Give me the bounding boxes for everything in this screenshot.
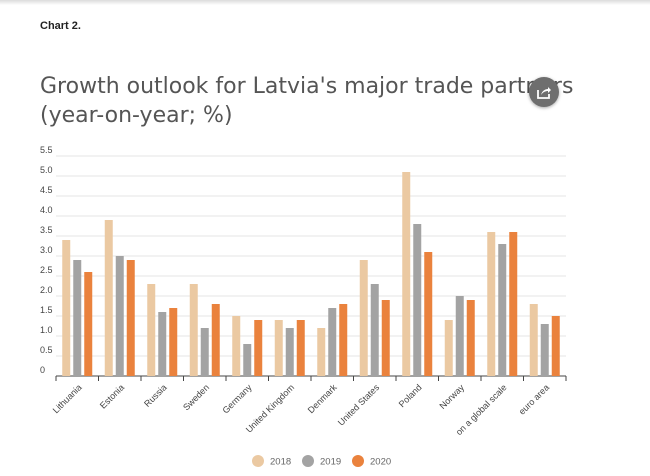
- y-tick-label: 4.5: [40, 185, 53, 195]
- bar-2020: [126, 260, 135, 376]
- x-tick-label: Norway: [438, 382, 467, 411]
- bar-2019: [328, 308, 337, 376]
- bar-2019: [243, 344, 252, 376]
- bar-2018: [147, 284, 156, 376]
- legend-label-2018: 2018: [270, 457, 291, 468]
- legend-marker-2018: [252, 455, 264, 467]
- legend-label-2020: 2020: [370, 457, 391, 468]
- bar-2018: [317, 328, 326, 376]
- bar-2018: [189, 284, 198, 376]
- bar-2019: [285, 328, 294, 376]
- x-tick-label: Germany: [220, 382, 254, 416]
- bar-2019: [413, 224, 422, 376]
- y-tick-label: 2.0: [40, 285, 53, 295]
- share-button[interactable]: [529, 77, 559, 107]
- bar-2020: [169, 308, 178, 376]
- y-tick-label: 1.5: [40, 305, 53, 315]
- bar-2019: [115, 256, 124, 376]
- x-tick-label: Poland: [397, 382, 424, 409]
- bar-2019: [455, 296, 464, 376]
- legend-marker-2019: [302, 455, 314, 467]
- bar-2020: [424, 252, 433, 376]
- bar-2018: [444, 320, 453, 376]
- y-tick-label: 4.0: [40, 205, 53, 215]
- bar-2020: [551, 316, 560, 376]
- bar-2020: [466, 300, 475, 376]
- y-tick-label: 5.5: [40, 145, 53, 155]
- bar-2020: [381, 300, 390, 376]
- y-tick-label: 3.5: [40, 225, 53, 235]
- bar-2018: [232, 316, 241, 376]
- y-tick-label: 1.0: [40, 325, 53, 335]
- bar-2020: [339, 304, 348, 376]
- x-tick-label: Russia: [142, 382, 169, 409]
- bar-2019: [158, 312, 167, 376]
- chart-title: Growth outlook for Latvia's major trade …: [40, 72, 580, 130]
- bar-2020: [211, 304, 220, 376]
- x-tick-label: Denmark: [306, 382, 339, 415]
- bar-2018: [104, 220, 113, 376]
- bar-2018: [402, 172, 411, 376]
- bar-2019: [370, 284, 379, 376]
- bar-2018: [274, 320, 283, 376]
- bar-2019: [540, 324, 549, 376]
- y-tick-label: 2.5: [40, 265, 53, 275]
- legend-marker-2020: [352, 455, 364, 467]
- x-tick-label: United States: [336, 382, 382, 428]
- bar-2019: [498, 244, 507, 376]
- bar-2020: [84, 272, 93, 376]
- share-icon: [537, 87, 551, 99]
- bar-2019: [73, 260, 82, 376]
- x-tick-label: euro area: [517, 382, 551, 416]
- bar-2020: [254, 320, 263, 376]
- x-tick-label: Lithuania: [51, 382, 84, 415]
- y-tick-label: 0.5: [40, 345, 53, 355]
- bar-2018: [62, 240, 71, 376]
- bar-2018: [529, 304, 538, 376]
- top-shadow-bar: [0, 0, 650, 5]
- y-tick-label: 5.0: [40, 165, 53, 175]
- legend-label-2019: 2019: [320, 457, 341, 468]
- y-tick-label: 3.0: [40, 245, 53, 255]
- bar-2020: [296, 320, 305, 376]
- chart-title-line-1: Growth outlook for Latvia's major trade …: [40, 74, 574, 99]
- bar-2018: [487, 232, 496, 376]
- chart-title-line-2: (year-on-year; %): [40, 103, 233, 128]
- bar-2020: [509, 232, 518, 376]
- x-tick-label: Sweden: [181, 382, 211, 412]
- chart-caption: Chart 2.: [40, 20, 81, 32]
- bar-2018: [359, 260, 368, 376]
- bar-2019: [200, 328, 209, 376]
- x-tick-label: Estonia: [98, 382, 126, 410]
- y-tick-label: 0: [40, 365, 45, 375]
